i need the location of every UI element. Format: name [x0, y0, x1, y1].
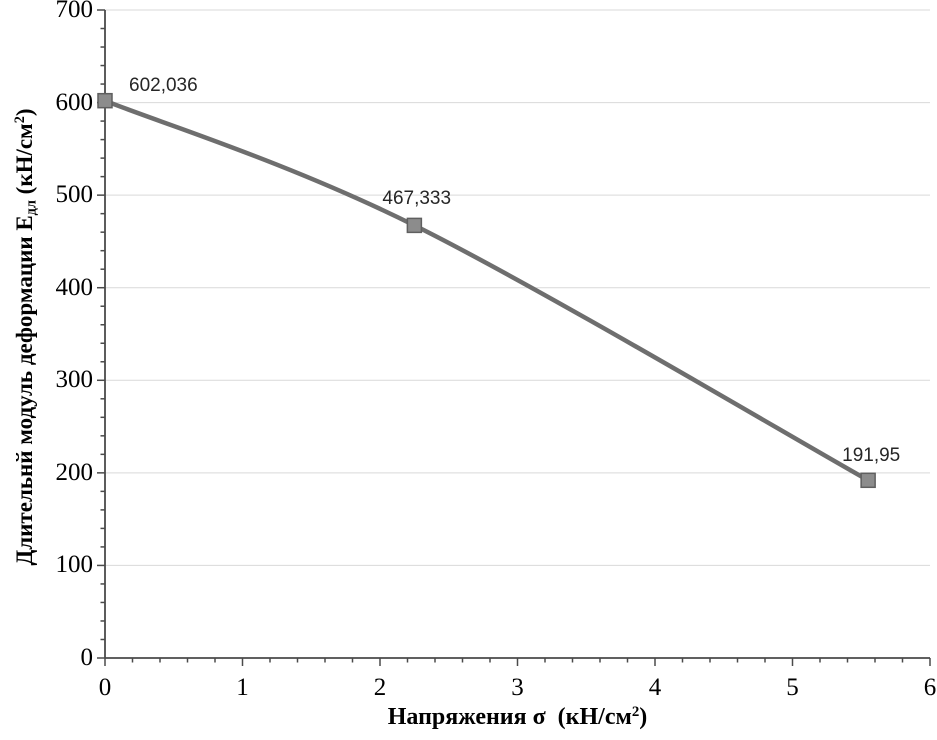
data-point-label: 191,95 — [842, 445, 901, 467]
y-tick-label: 0 — [80, 644, 94, 671]
y-tick-label: 200 — [55, 458, 94, 486]
y-axis-title-superscript: 2 — [12, 116, 28, 124]
x-axis-title-text: Напряжения σ (кН/см — [387, 704, 632, 731]
data-point-marker — [97, 92, 113, 109]
x-tick-label: 0 — [98, 674, 112, 701]
y-tick-label: 500 — [55, 181, 94, 209]
x-tick-label: 1 — [236, 674, 249, 701]
x-tick-label: 5 — [786, 674, 799, 701]
x-axis-title: Напряжения σ (кН/см2) — [105, 704, 930, 731]
plot-area: 602,036 467,333 191,95 — [97, 9, 931, 666]
y-tick-label: 100 — [55, 551, 94, 579]
x-tick-label: 2 — [373, 674, 387, 701]
x-tick-label: 6 — [923, 674, 937, 701]
data-point-label: 602,036 — [129, 74, 198, 96]
series-line — [104, 98, 870, 483]
data-point-label: 467,333 — [382, 188, 452, 210]
x-tick-label: 3 — [511, 674, 524, 701]
data-point-marker — [406, 217, 423, 234]
data-point-marker — [860, 472, 876, 489]
x-axis-title-close: ) — [639, 704, 648, 731]
y-tick-label: 700 — [55, 0, 94, 23]
plot-svg — [97, 9, 931, 666]
x-axis-title-superscript: 2 — [631, 704, 640, 720]
y-tick-label: 300 — [55, 366, 94, 394]
y-tick-label: 400 — [55, 273, 94, 301]
x-tick-label: 4 — [648, 674, 662, 701]
y-tick-label: 600 — [55, 88, 94, 116]
